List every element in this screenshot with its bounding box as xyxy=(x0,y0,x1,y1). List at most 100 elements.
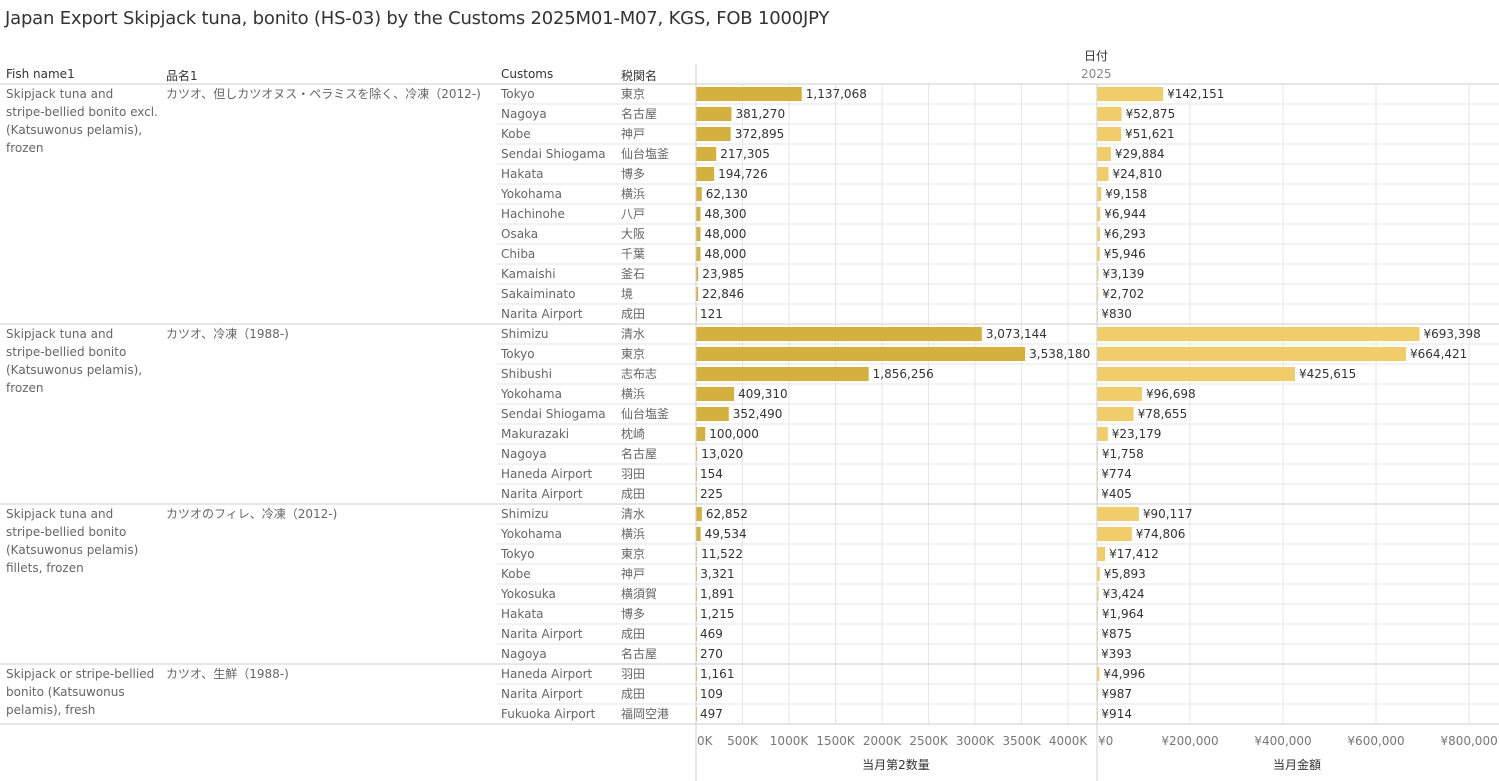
qty-bar[interactable] xyxy=(696,427,706,441)
zeikan-label: 福岡空港 xyxy=(621,706,669,721)
header-fish-name[interactable]: Fish name1 xyxy=(6,67,75,81)
value-bar[interactable] xyxy=(1097,667,1100,681)
qty-bar[interactable] xyxy=(696,107,732,121)
zeikan-label: 羽田 xyxy=(621,667,645,681)
qty-data-label: 49,534 xyxy=(705,527,747,541)
qty-bar[interactable] xyxy=(696,447,698,461)
value-bar[interactable] xyxy=(1097,227,1100,241)
qty-bar[interactable] xyxy=(696,227,701,241)
value-bar[interactable] xyxy=(1097,407,1134,421)
value-bar[interactable] xyxy=(1097,367,1295,381)
qty-bar[interactable] xyxy=(696,407,729,421)
value-data-label: ¥6,293 xyxy=(1104,227,1146,241)
value-data-label: ¥5,893 xyxy=(1104,567,1146,581)
qty-bar[interactable] xyxy=(696,267,699,281)
customs-label: Kobe xyxy=(501,127,531,141)
qty-bar[interactable] xyxy=(696,187,702,201)
qty-bar[interactable] xyxy=(696,547,698,561)
header-date[interactable]: 日付 xyxy=(1084,49,1109,63)
fish-name-label: (Katsuwonus pelamis), xyxy=(6,123,142,137)
qty-data-label: 11,522 xyxy=(701,547,743,561)
value-bar[interactable] xyxy=(1097,287,1099,301)
qty-data-label: 497 xyxy=(700,707,723,721)
qty-bar[interactable] xyxy=(696,207,701,221)
qty-bar[interactable] xyxy=(696,87,802,101)
value-bar[interactable] xyxy=(1097,107,1122,121)
qty-axis-tick: 2000K xyxy=(863,734,903,748)
header-year[interactable]: 2025 xyxy=(1081,67,1112,81)
qty-data-label: 217,305 xyxy=(720,147,770,161)
value-bar[interactable] xyxy=(1097,147,1111,161)
fish-name-label: stripe-bellied bonito xyxy=(6,525,126,539)
header-hinmei[interactable]: 品名1 xyxy=(166,69,198,83)
value-bar[interactable] xyxy=(1097,207,1101,221)
qty-bar[interactable] xyxy=(696,147,717,161)
value-axis-title: 当月金額 xyxy=(1273,757,1321,772)
zeikan-label: 千葉 xyxy=(621,247,645,261)
value-data-label: ¥693,398 xyxy=(1424,327,1481,341)
qty-axis-tick: 0K xyxy=(697,734,714,748)
qty-bar[interactable] xyxy=(696,287,699,301)
qty-bar[interactable] xyxy=(696,327,982,341)
fish-name-label: pelamis), fresh xyxy=(6,703,95,717)
zeikan-label: 横須賀 xyxy=(621,587,657,601)
value-bar[interactable] xyxy=(1097,547,1106,561)
qty-data-label: 3,073,144 xyxy=(986,327,1047,341)
value-bar[interactable] xyxy=(1097,327,1420,341)
value-bar[interactable] xyxy=(1097,567,1100,581)
zeikan-label: 釜石 xyxy=(621,266,645,281)
value-data-label: ¥29,884 xyxy=(1115,147,1165,161)
qty-data-label: 225 xyxy=(700,487,723,501)
qty-data-label: 100,000 xyxy=(709,427,759,441)
qty-axis-title: 当月第2数量 xyxy=(862,757,930,772)
value-bar[interactable] xyxy=(1097,387,1142,401)
zeikan-label: 羽田 xyxy=(621,467,645,481)
value-bar[interactable] xyxy=(1097,507,1139,521)
customs-label: Yokosuka xyxy=(500,587,556,601)
qty-bar[interactable] xyxy=(696,167,715,181)
qty-data-label: 154 xyxy=(700,467,723,481)
qty-data-label: 48,000 xyxy=(704,247,746,261)
qty-bar[interactable] xyxy=(696,247,701,261)
value-data-label: ¥987 xyxy=(1101,687,1132,701)
value-bar[interactable] xyxy=(1097,527,1132,541)
customs-label: Tokyo xyxy=(500,87,535,101)
qty-bar[interactable] xyxy=(696,367,869,381)
zeikan-label: 東京 xyxy=(621,547,645,561)
value-bar[interactable] xyxy=(1097,247,1100,261)
value-axis-tick: ¥200,000 xyxy=(1161,734,1218,748)
qty-data-label: 194,726 xyxy=(718,167,768,181)
value-bar[interactable] xyxy=(1097,167,1109,181)
value-data-label: ¥1,964 xyxy=(1102,607,1144,621)
qty-bar[interactable] xyxy=(696,347,1026,361)
qty-data-label: 48,000 xyxy=(704,227,746,241)
qty-axis-tick: 3000K xyxy=(956,734,996,748)
value-bar[interactable] xyxy=(1097,427,1108,441)
qty-bar[interactable] xyxy=(696,507,702,521)
zeikan-label: 成田 xyxy=(621,627,645,641)
qty-data-label: 3,321 xyxy=(700,567,734,581)
value-data-label: ¥405 xyxy=(1101,487,1132,501)
value-bar[interactable] xyxy=(1097,587,1099,601)
value-data-label: ¥3,424 xyxy=(1103,587,1145,601)
qty-axis-tick: 1000K xyxy=(770,734,810,748)
qty-bar[interactable] xyxy=(696,387,735,401)
zeikan-label: 東京 xyxy=(621,87,645,101)
value-bar[interactable] xyxy=(1097,347,1407,361)
header-zeikan[interactable]: 税関名 xyxy=(621,69,658,83)
qty-data-label: 22,846 xyxy=(702,287,744,301)
header-customs[interactable]: Customs xyxy=(501,67,554,81)
customs-label: Narita Airport xyxy=(501,307,583,321)
customs-label: Yokohama xyxy=(500,387,562,401)
value-bar[interactable] xyxy=(1097,267,1099,281)
customs-label: Hakata xyxy=(501,607,544,621)
hinmei-label: カツオ、冷凍（1988-) xyxy=(166,327,289,341)
qty-bar[interactable] xyxy=(696,127,731,141)
customs-label: Narita Airport xyxy=(501,627,583,641)
value-bar[interactable] xyxy=(1097,187,1102,201)
value-axis-tick: ¥600,000 xyxy=(1347,734,1404,748)
value-bar[interactable] xyxy=(1097,87,1164,101)
qty-bar[interactable] xyxy=(696,527,701,541)
value-bar[interactable] xyxy=(1097,127,1122,141)
